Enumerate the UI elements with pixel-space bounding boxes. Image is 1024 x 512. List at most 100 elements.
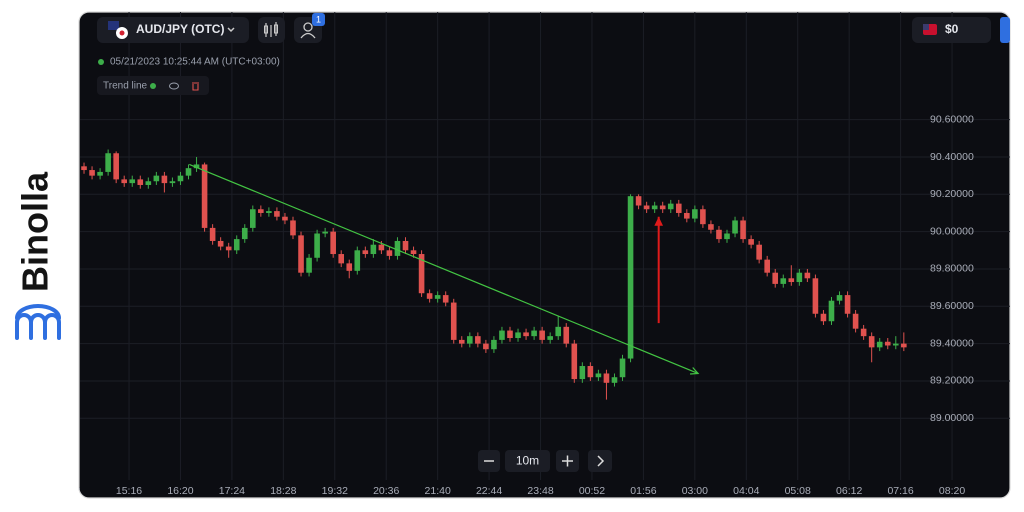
candle-body [804, 272, 811, 279]
candle-body [81, 166, 87, 171]
candle-body [547, 336, 553, 340]
candle-body [700, 209, 706, 225]
x-tick-label: 07:16 [887, 485, 913, 497]
candle-body [756, 244, 762, 260]
candle-body [820, 313, 827, 322]
y-tick-label: 89.80000 [930, 263, 974, 275]
candle-body [675, 203, 682, 213]
pair-name: AUD/JPY (OTC) [136, 22, 224, 36]
candle-body [844, 295, 851, 314]
candle-body [241, 227, 248, 240]
candle-body [748, 239, 754, 245]
x-tick-label: 22:44 [476, 485, 502, 497]
candle-body [587, 366, 594, 378]
candle-body [201, 164, 208, 228]
candle-body [579, 366, 586, 380]
candle-body [483, 343, 489, 350]
candle-body [113, 153, 119, 180]
top-bar: AUD/JPY (OTC) 1 $0 [97, 13, 1010, 43]
candle-body [362, 250, 369, 255]
person-icon [303, 22, 313, 32]
candle-body [499, 330, 505, 340]
candle-body [643, 205, 650, 210]
x-tick-label: 01:56 [630, 485, 656, 497]
flag-au [108, 21, 119, 30]
status-dot [98, 59, 104, 65]
candle-body [225, 246, 232, 251]
candle-body [708, 224, 714, 230]
candle-body [274, 211, 280, 217]
candle-body [571, 343, 578, 380]
pair-selector[interactable] [97, 17, 249, 43]
candle-icon [265, 22, 277, 37]
candle-body [788, 278, 795, 283]
candle-body [217, 240, 224, 247]
candle-body [330, 231, 336, 255]
x-tick-label: 08:20 [939, 485, 965, 497]
timestamp: 05/21/2023 10:25:44 AM (UTC+03:00) [110, 57, 280, 68]
scroll-button[interactable] [588, 450, 612, 472]
candle-body [338, 254, 345, 264]
candle-body [418, 254, 425, 294]
x-tick-label: 15:16 [116, 485, 142, 497]
candle-body [684, 212, 690, 219]
candle-body [892, 343, 899, 346]
candle-body [860, 328, 867, 337]
eye-icon[interactable] [169, 82, 179, 90]
candle-body [458, 339, 465, 344]
x-tick-label: 19:32 [322, 485, 348, 497]
candle-body [185, 168, 192, 176]
candle-body [491, 339, 497, 350]
candle-body [97, 171, 103, 176]
y-tick-label: 89.00000 [930, 412, 974, 424]
brand-name: Binolla [15, 171, 56, 292]
candle-body [233, 239, 240, 251]
candle-body [145, 181, 152, 185]
candle-body [105, 153, 111, 172]
x-tick-label: 2 [75, 485, 81, 497]
candle-body [394, 240, 401, 256]
candle-body [354, 250, 361, 271]
candle-icon-body [274, 24, 278, 34]
candle-body [836, 295, 843, 301]
candle-body [426, 293, 433, 299]
x-tick-label: 23:48 [527, 485, 553, 497]
zoom-controls: 10m [478, 450, 612, 472]
x-tick-label: 00:52 [579, 485, 605, 497]
x-tick-label: 06:12 [836, 485, 862, 497]
x-tick-label: 16:20 [167, 485, 193, 497]
balance-button[interactable] [912, 17, 991, 43]
x-tick-label: 05:08 [785, 485, 811, 497]
plus-icon [562, 455, 573, 467]
candle-body [876, 341, 883, 348]
candle-body [611, 377, 618, 383]
brand-logo [15, 304, 61, 340]
timeframe-button[interactable] [505, 450, 550, 472]
badge-count: 1 [316, 14, 321, 24]
deposit-button[interactable] [1000, 17, 1010, 43]
candle-body [475, 336, 481, 344]
candle-body [507, 330, 513, 339]
balance: $0 [945, 22, 959, 36]
candle-body [266, 211, 272, 213]
candle-body [137, 179, 144, 185]
candle-body [539, 330, 545, 340]
candle-body [812, 278, 819, 314]
candle-body [901, 343, 907, 348]
x-tick-label: 17:24 [219, 485, 245, 497]
candle-body [603, 373, 610, 383]
candle-body [692, 209, 698, 219]
candle-body [442, 295, 449, 303]
trash-icon[interactable] [192, 82, 199, 91]
candle-body [378, 244, 385, 251]
x-tick-label: 03:00 [682, 485, 708, 497]
candle-body [386, 250, 393, 256]
candle-body [635, 196, 642, 206]
y-tick-label: 89.60000 [930, 300, 974, 312]
candle-body [370, 244, 377, 255]
candle-body [523, 332, 529, 337]
candle-body [290, 220, 296, 236]
x-tick-label: 21:40 [425, 485, 451, 497]
candle-body [209, 227, 216, 241]
